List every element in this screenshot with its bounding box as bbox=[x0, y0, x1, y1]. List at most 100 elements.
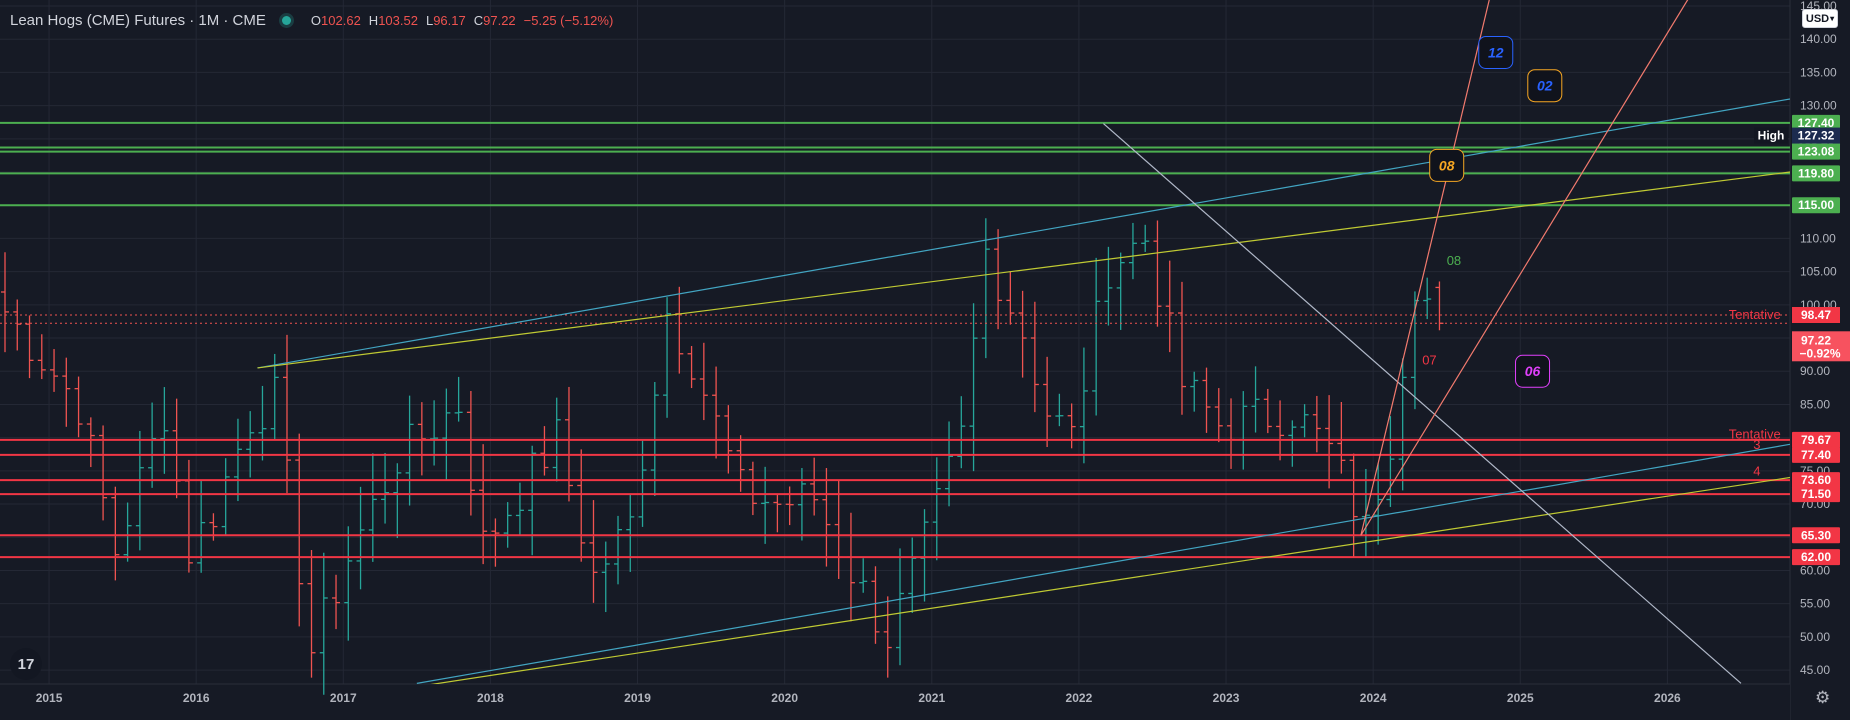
x-tick-label: 2023 bbox=[1213, 691, 1240, 705]
y-tick-label: 50.00 bbox=[1800, 630, 1830, 644]
y-tick-label: 60.00 bbox=[1800, 563, 1830, 577]
y-tick-label: 135.00 bbox=[1800, 65, 1837, 79]
y-tick-label: 45.00 bbox=[1800, 663, 1830, 677]
ohlc-bar bbox=[1067, 403, 1076, 449]
annotation-callout-label: 02 bbox=[1537, 78, 1553, 94]
ohlc-bar bbox=[773, 494, 782, 533]
close-value: C97.22 bbox=[473, 12, 516, 28]
ohlc-bar bbox=[1202, 367, 1211, 433]
ohlc-bar bbox=[528, 445, 537, 556]
ohlc-bar bbox=[1227, 398, 1236, 469]
ohlc-bar bbox=[270, 353, 279, 441]
ohlc-bar bbox=[503, 502, 512, 548]
ohlc-bar bbox=[148, 402, 157, 488]
level-price-label: 73.60 bbox=[1801, 473, 1831, 487]
ohlc-bar bbox=[62, 357, 71, 427]
y-tick-label: 130.00 bbox=[1800, 99, 1837, 113]
ohlc-bar bbox=[393, 463, 402, 539]
ohlc-bar bbox=[466, 390, 475, 516]
ohlc-bar bbox=[454, 376, 463, 422]
level-price-label: 127.40 bbox=[1798, 116, 1835, 130]
currency-select[interactable]: USD ▾ bbox=[1802, 9, 1838, 28]
level-price-tag bbox=[1792, 446, 1840, 463]
level-price-label: 123.08 bbox=[1798, 145, 1835, 159]
ohlc-bar bbox=[1018, 290, 1027, 378]
ohlc-bar bbox=[50, 349, 59, 392]
ohlc-bar bbox=[160, 387, 169, 474]
ohlc-bar bbox=[319, 552, 328, 695]
level-price-tag bbox=[1792, 197, 1840, 214]
last-price-tag bbox=[1792, 331, 1850, 362]
ohlc-bar bbox=[748, 461, 757, 516]
ohlc-bar bbox=[1398, 358, 1407, 491]
x-tick-label: 2020 bbox=[771, 691, 798, 705]
trendline bbox=[1103, 123, 1742, 684]
y-tick-label: 140.00 bbox=[1800, 32, 1837, 46]
ohlc-bar bbox=[86, 417, 95, 468]
ohlc-bar bbox=[1349, 453, 1358, 557]
ohlc-bar bbox=[1214, 388, 1223, 443]
x-tick-label: 2026 bbox=[1654, 691, 1681, 705]
x-tick-label: 2021 bbox=[918, 691, 945, 705]
level-price-label: 79.67 bbox=[1801, 433, 1831, 447]
level-price-label: 71.50 bbox=[1801, 487, 1831, 501]
y-tick-label: 55.00 bbox=[1800, 597, 1830, 611]
level-price-tag bbox=[1792, 472, 1840, 489]
level-price-label: 65.30 bbox=[1801, 528, 1831, 542]
x-tick-label: 2025 bbox=[1507, 691, 1534, 705]
ohlc-bar bbox=[332, 574, 341, 630]
ohlc-bar bbox=[1055, 393, 1064, 427]
level-price-tag bbox=[1792, 527, 1840, 544]
ohlc-bar bbox=[564, 386, 573, 502]
x-tick-label: 2024 bbox=[1360, 691, 1387, 705]
annotation-label: 4 bbox=[1753, 464, 1760, 479]
ohlc-bar bbox=[1, 252, 9, 353]
ohlc-bar bbox=[184, 459, 193, 573]
ohlc-bar bbox=[712, 366, 721, 459]
tradingview-logo-icon[interactable]: 17 bbox=[10, 648, 42, 680]
ohlc-bar bbox=[589, 500, 598, 603]
x-tick-label: 2017 bbox=[330, 691, 357, 705]
ohlc-bar bbox=[699, 342, 708, 421]
ohlc-bar bbox=[1006, 271, 1015, 325]
ohlc-bar bbox=[123, 502, 132, 562]
ohlc-bar bbox=[663, 297, 672, 418]
level-price-label: 77.40 bbox=[1801, 448, 1831, 462]
annotation-callout bbox=[1527, 69, 1563, 103]
ohlc-bar bbox=[135, 430, 144, 551]
ohlc-bar bbox=[479, 444, 488, 565]
ohlc-bar bbox=[1116, 252, 1125, 330]
ohlc-bar bbox=[1288, 420, 1297, 467]
trendline bbox=[257, 171, 1790, 369]
level-price-tag bbox=[1792, 486, 1840, 503]
ohlc-bar bbox=[810, 457, 819, 516]
ohlc-bar bbox=[675, 286, 684, 374]
ohlc-bar bbox=[491, 518, 500, 567]
annotation-label: Tentative bbox=[1729, 307, 1781, 322]
ohlc-bar bbox=[1325, 395, 1334, 489]
ohlc-bar bbox=[932, 457, 941, 561]
gear-icon[interactable]: ⚙ bbox=[1815, 688, 1831, 707]
ohlc-bar bbox=[1177, 281, 1186, 415]
ohlc-bar bbox=[1312, 395, 1321, 453]
dotted-price-tag bbox=[1792, 306, 1840, 323]
ohlc-bar bbox=[1128, 222, 1137, 280]
level-price-label: 115.00 bbox=[1798, 198, 1834, 212]
ohlc-bar bbox=[74, 376, 83, 438]
ohlc-bar bbox=[614, 515, 623, 585]
ohlc-bar bbox=[1165, 260, 1174, 353]
ohlc-bar bbox=[1374, 462, 1383, 545]
last-price-label: 97.22 bbox=[1801, 333, 1831, 347]
high-value: H103.52 bbox=[368, 12, 418, 28]
ohlc-bar bbox=[1153, 220, 1162, 327]
ohlc-bar bbox=[417, 402, 426, 476]
high-marker-label: High bbox=[1758, 129, 1785, 143]
level-price-tag bbox=[1792, 549, 1840, 566]
symbol-title[interactable]: Lean Hogs (CME) Futures · 1M · CME bbox=[10, 11, 266, 29]
y-tick-label: 110.00 bbox=[1800, 231, 1836, 245]
ohlc-bar bbox=[344, 526, 353, 641]
ohlc-bar bbox=[1190, 371, 1199, 412]
high-price-label: 127.32 bbox=[1798, 129, 1835, 143]
level-price-tag bbox=[1792, 114, 1840, 131]
